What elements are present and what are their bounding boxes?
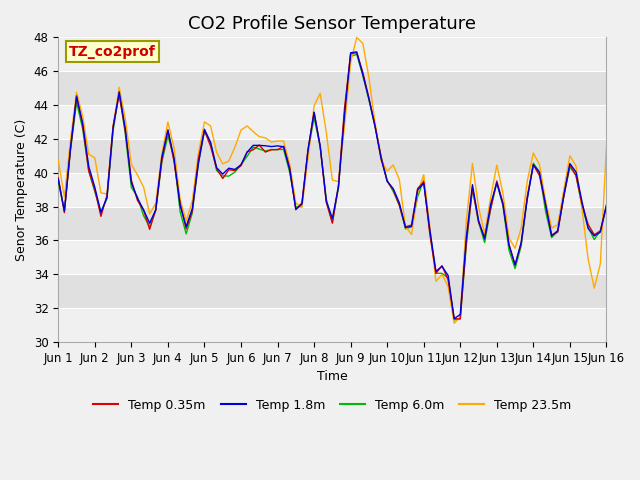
Bar <box>58 240 607 274</box>
Bar <box>58 105 607 139</box>
Text: TZ_co2prof: TZ_co2prof <box>69 45 156 59</box>
Bar <box>58 206 607 240</box>
X-axis label: Time: Time <box>317 370 348 383</box>
Bar <box>58 173 607 206</box>
Bar <box>58 274 607 308</box>
Y-axis label: Senor Temperature (C): Senor Temperature (C) <box>15 119 28 261</box>
Bar <box>58 308 607 342</box>
Title: CO2 Profile Sensor Temperature: CO2 Profile Sensor Temperature <box>188 15 476 33</box>
Bar <box>58 37 607 71</box>
Bar <box>58 139 607 173</box>
Legend: Temp 0.35m, Temp 1.8m, Temp 6.0m, Temp 23.5m: Temp 0.35m, Temp 1.8m, Temp 6.0m, Temp 2… <box>88 394 577 417</box>
Bar <box>58 71 607 105</box>
